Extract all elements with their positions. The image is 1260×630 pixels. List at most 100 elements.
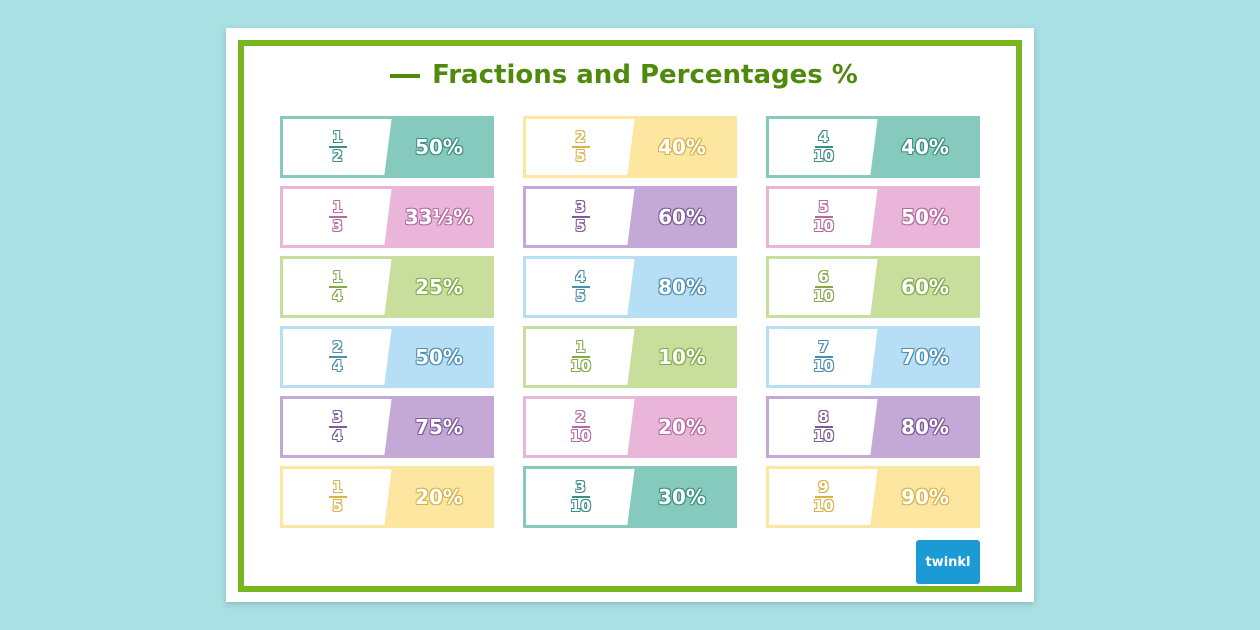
denominator: 10	[813, 147, 834, 165]
fraction: 5 10	[813, 200, 834, 234]
fraction-bar	[814, 496, 833, 498]
fraction-bar	[814, 356, 833, 358]
percentage-box: 70%	[870, 326, 980, 388]
fraction-box: 3 10	[523, 466, 635, 528]
denominator: 10	[570, 427, 591, 445]
fraction-card: 3 10 30%	[523, 466, 737, 528]
fraction-bar	[328, 356, 347, 358]
percentage: 90%	[901, 485, 949, 509]
denominator: 4	[332, 427, 343, 445]
column-1: 1 2 50% 1 3 33⅓% 1 4 25% 2 4 50% 3 4 75% 1 5 20%	[280, 116, 494, 536]
fraction-box: 9 10	[766, 466, 878, 528]
fraction-box: 8 10	[766, 396, 878, 458]
denominator: 5	[332, 497, 343, 515]
percentage-box: 50%	[870, 186, 980, 248]
fraction-card: 6 10 60%	[766, 256, 980, 318]
percentage-box: 25%	[384, 256, 494, 318]
percentage: 10%	[658, 345, 706, 369]
fraction-bar	[328, 426, 347, 428]
fraction: 6 10	[813, 270, 834, 304]
denominator: 10	[570, 497, 591, 515]
fraction-box: 7 10	[766, 326, 878, 388]
percentage-box: 40%	[627, 116, 737, 178]
fraction-card: 4 5 80%	[523, 256, 737, 318]
fraction-card: 7 10 70%	[766, 326, 980, 388]
fraction: 2 10	[570, 410, 591, 444]
percentage: 40%	[658, 135, 706, 159]
numerator: 1	[332, 268, 343, 286]
percentage-box: 10%	[627, 326, 737, 388]
column-3: 4 10 40% 5 10 50% 6 10 60% 7 10 70% 8 10 80% 9 10 90%	[766, 116, 980, 536]
numerator: 3	[575, 478, 586, 496]
title-text: Fractions and Percentages %	[432, 60, 858, 90]
percentage: 30%	[658, 485, 706, 509]
fraction-card: 5 10 50%	[766, 186, 980, 248]
column-2: 2 5 40% 3 5 60% 4 5 80% 1 10 10% 2 10 20% 3 10 30%	[523, 116, 737, 536]
numerator: 3	[332, 408, 343, 426]
numerator: 9	[818, 478, 829, 496]
fraction-card: 3 5 60%	[523, 186, 737, 248]
numerator: 3	[575, 198, 586, 216]
percentage: 60%	[901, 275, 949, 299]
numerator: 1	[332, 198, 343, 216]
percentage: 75%	[415, 415, 463, 439]
percentage: 50%	[415, 345, 463, 369]
fraction-card: 2 4 50%	[280, 326, 494, 388]
fraction: 7 10	[813, 340, 834, 374]
fraction-box: 5 10	[766, 186, 878, 248]
fraction-bar	[571, 426, 590, 428]
numerator: 2	[575, 408, 586, 426]
fraction-bar	[571, 146, 590, 148]
fraction-card: 1 3 33⅓%	[280, 186, 494, 248]
denominator: 4	[332, 357, 343, 375]
fraction-card: 8 10 80%	[766, 396, 980, 458]
fraction-card: 3 4 75%	[280, 396, 494, 458]
percentage: 25%	[415, 275, 463, 299]
percentage-box: 50%	[384, 326, 494, 388]
denominator: 10	[813, 497, 834, 515]
numerator: 2	[332, 338, 343, 356]
percentage-box: 60%	[627, 186, 737, 248]
title-dash-icon	[390, 73, 421, 78]
percentage-box: 20%	[627, 396, 737, 458]
percentage-box: 30%	[627, 466, 737, 528]
fraction: 3 10	[570, 480, 591, 514]
fraction: 8 10	[813, 410, 834, 444]
fraction-bar	[328, 496, 347, 498]
numerator: 4	[818, 128, 829, 146]
numerator: 4	[575, 268, 586, 286]
denominator: 10	[813, 357, 834, 375]
fraction-bar	[571, 286, 590, 288]
fraction-box: 4 10	[766, 116, 878, 178]
percentage-box: 75%	[384, 396, 494, 458]
denominator: 3	[332, 217, 343, 235]
numerator: 6	[818, 268, 829, 286]
fraction-bar	[328, 286, 347, 288]
denominator: 5	[575, 287, 586, 305]
fraction-card: 1 4 25%	[280, 256, 494, 318]
fraction-bar	[814, 426, 833, 428]
fraction-box: 1 10	[523, 326, 635, 388]
fraction-bar	[571, 496, 590, 498]
page-title: Fractions and Percentages %	[226, 60, 1022, 90]
percentage-box: 20%	[384, 466, 494, 528]
poster-frame	[238, 40, 1022, 592]
percentage-box: 80%	[627, 256, 737, 318]
fraction-bar	[814, 286, 833, 288]
percentage-box: 33⅓%	[384, 186, 494, 248]
fraction-bar	[328, 216, 347, 218]
fraction-bar	[814, 146, 833, 148]
percentage: 20%	[415, 485, 463, 509]
